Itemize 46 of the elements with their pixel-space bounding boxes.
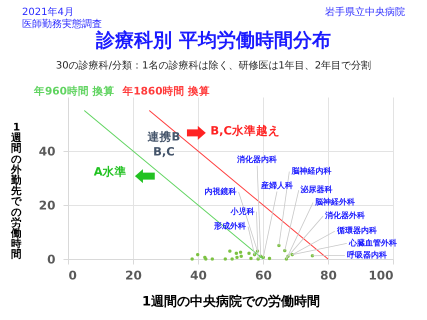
point bbox=[230, 257, 234, 261]
chart-title: 診療科別 平均労働時間分布 bbox=[95, 30, 331, 52]
point bbox=[234, 252, 238, 255]
point bbox=[310, 254, 314, 258]
text: 岩手県立中央病院 bbox=[325, 7, 405, 19]
point bbox=[249, 256, 253, 260]
point bbox=[240, 254, 243, 258]
text: 年960時間 換算 bbox=[32, 84, 115, 98]
x-tick-label: 60 bbox=[255, 268, 272, 282]
point bbox=[210, 257, 214, 261]
y-tick-label: 40 bbox=[38, 144, 56, 158]
annotation: 内視鏡科 bbox=[204, 187, 237, 196]
annotation: 連携B B,C bbox=[147, 130, 180, 158]
x-tick-label: 40 bbox=[190, 268, 207, 282]
text: 1週間の外勤先での労働時間 bbox=[11, 122, 22, 261]
annotation: 消化器内科 bbox=[236, 155, 278, 164]
y-tick-label: 0 bbox=[47, 252, 56, 266]
point bbox=[268, 256, 272, 260]
annotation: 呼吸器内科 bbox=[346, 250, 387, 260]
annotation: 産婦人科 bbox=[260, 180, 293, 190]
point bbox=[238, 250, 242, 254]
text: 2021年4月 bbox=[22, 7, 74, 18]
text: 医師勤務実態調査 bbox=[22, 19, 102, 30]
annotation: 小児科 bbox=[230, 206, 255, 216]
point bbox=[190, 257, 194, 261]
text: 年1860時間 換算 bbox=[121, 84, 210, 98]
x-tick-label: 0 bbox=[68, 268, 77, 282]
x-tick-label: 80 bbox=[320, 268, 337, 282]
annotation: 循環器内科 bbox=[336, 226, 377, 236]
point bbox=[196, 253, 200, 256]
annotation: 消化器外科 bbox=[324, 211, 366, 220]
annotation: A水準 bbox=[94, 164, 127, 179]
annotation: 心臓血管外科 bbox=[348, 237, 397, 248]
chart-subtitle: 30の診療科/分類：1名の診療科は除く、研修医は1年目、2年目で分割 bbox=[56, 60, 372, 72]
point bbox=[224, 257, 227, 261]
annotation: 泌尿器科 bbox=[300, 185, 333, 194]
x-axis-title: 1週間の中央病院での労働時間 bbox=[142, 294, 320, 310]
y-tick-label: 20 bbox=[38, 198, 56, 212]
x-tick-label: 100 bbox=[368, 268, 394, 282]
point bbox=[235, 256, 239, 260]
annotation: 脳神経内科 bbox=[290, 166, 332, 176]
point bbox=[247, 252, 251, 255]
point bbox=[228, 250, 232, 253]
annotation: 脳神経外科 bbox=[314, 198, 355, 207]
x-tick-label: 20 bbox=[125, 268, 142, 282]
annotation: B,C水準越え bbox=[210, 124, 280, 138]
